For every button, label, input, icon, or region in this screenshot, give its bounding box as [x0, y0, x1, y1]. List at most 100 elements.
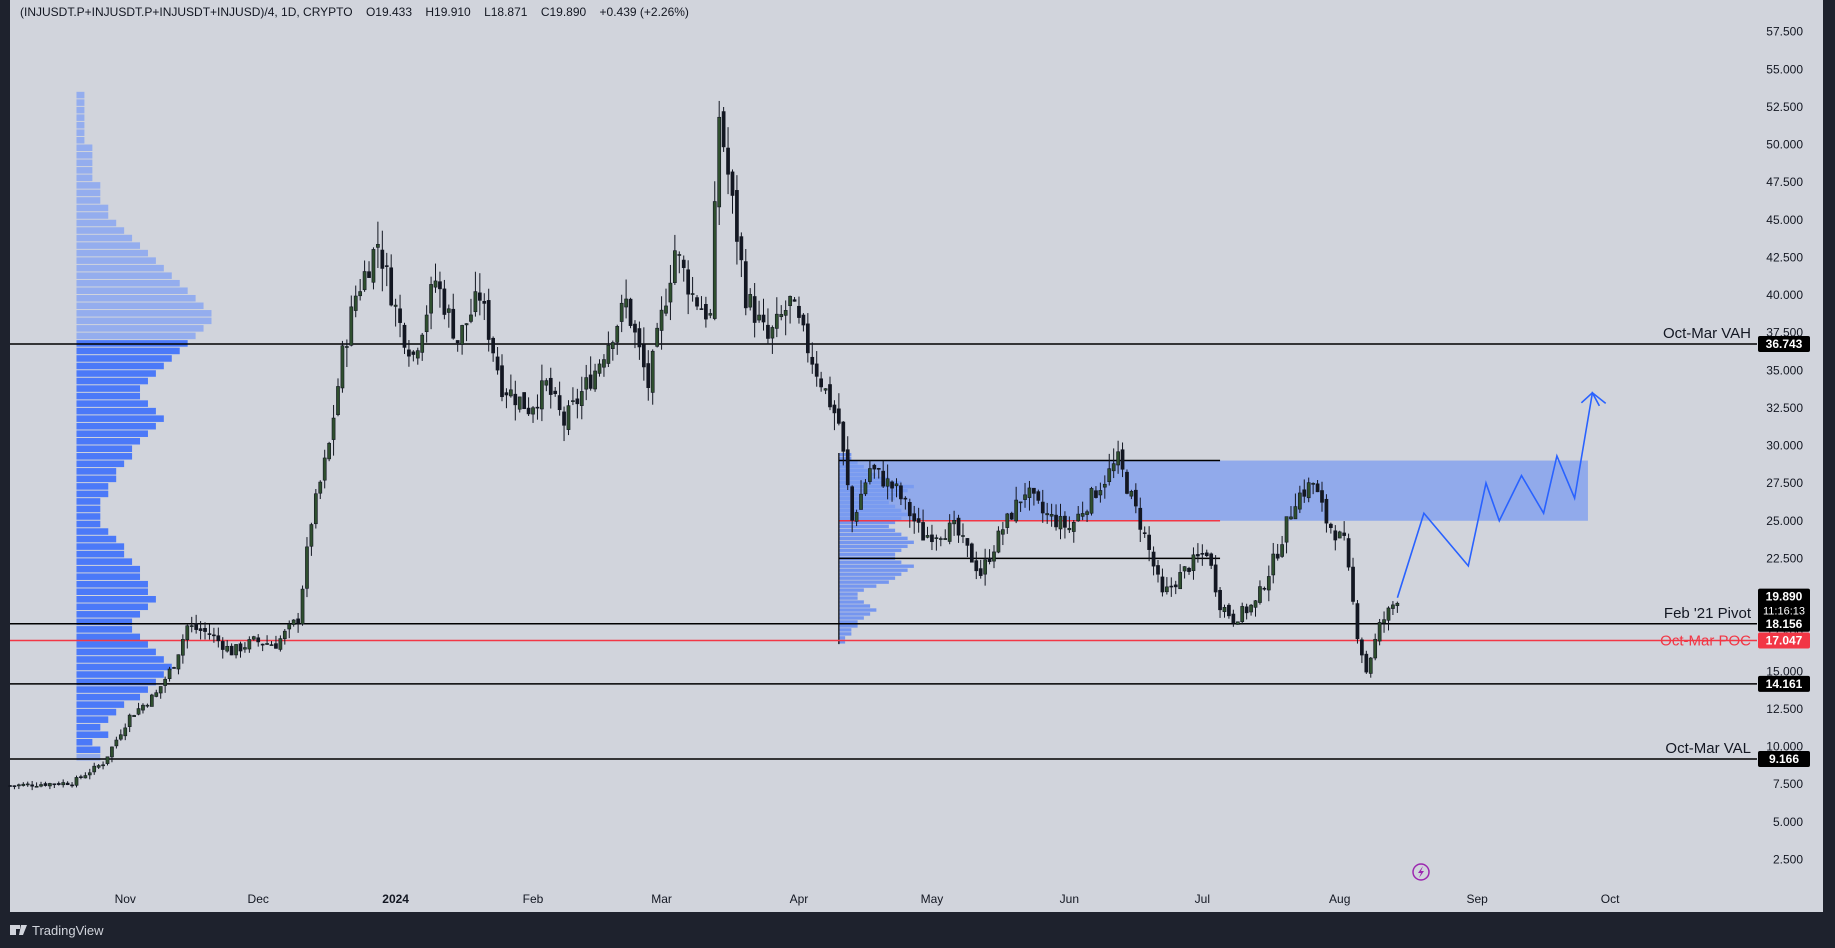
candle-body: [296, 618, 300, 624]
candle-body: [118, 734, 123, 740]
candle-body: [894, 483, 899, 487]
candle-body: [1032, 487, 1036, 494]
candle-body: [371, 249, 376, 283]
candle-body: [1249, 604, 1253, 613]
candle-body: [1311, 483, 1315, 485]
level-label: Oct-Mar VAL: [1665, 740, 1751, 757]
candle-body: [797, 305, 801, 318]
candle-body: [141, 704, 145, 711]
candle-body: [903, 497, 908, 500]
candle-body: [1173, 584, 1178, 588]
candle-body: [788, 295, 792, 307]
session-profile-bar: [838, 608, 877, 612]
symbol-label: (INJUSDT.P+INJUSDT.P+INJUSDT+INJUSD)/4, …: [20, 5, 353, 19]
price-tag: [1758, 615, 1810, 632]
candle-body: [624, 298, 628, 308]
candle-body: [331, 417, 336, 440]
volume-profile-bar: [76, 174, 93, 182]
candle-body: [207, 633, 212, 635]
tradingview-logo-icon[interactable]: [10, 925, 27, 935]
candle-body: [1063, 515, 1067, 528]
candle-body: [739, 236, 744, 261]
y-tick-label: 55.000: [1766, 62, 1803, 76]
candle-body: [615, 326, 620, 343]
lightning-bolt-icon[interactable]: [1412, 863, 1430, 881]
left-frame: [0, 0, 10, 912]
level-label: Oct-Mar VAH: [1663, 325, 1751, 342]
candle-body: [464, 323, 469, 326]
y-tick-label: 50.000: [1766, 138, 1803, 152]
volume-profile-bar: [76, 475, 117, 483]
y-tick-label: 5.000: [1773, 815, 1803, 829]
candle-body: [1320, 490, 1324, 503]
volume-profile-bar: [76, 234, 133, 242]
candle-body: [194, 623, 199, 630]
candle-body: [1054, 514, 1058, 528]
candle-body: [1027, 487, 1032, 498]
volume-profile-bar: [76, 422, 156, 430]
candle-body: [907, 502, 912, 517]
candle-body: [1222, 607, 1227, 613]
candle-body: [978, 568, 983, 576]
candle-body: [819, 378, 823, 388]
candle-body: [1156, 565, 1160, 575]
candle-body: [899, 485, 903, 500]
volume-profile-bar: [76, 505, 101, 513]
volume-profile-bar: [76, 325, 204, 332]
session-profile-bar: [838, 528, 896, 533]
candle-body: [814, 363, 819, 377]
candle-body: [1297, 492, 1302, 510]
candle-body: [650, 350, 655, 393]
candle-body: [859, 493, 863, 510]
volume-profile-bar: [76, 445, 133, 453]
candle-body: [70, 784, 74, 787]
candle-body: [185, 625, 190, 641]
volume-profile-bar: [76, 189, 101, 197]
candle-body: [1200, 553, 1205, 555]
candle-body: [87, 772, 92, 776]
volume-profile: [76, 91, 212, 761]
candle-body: [158, 686, 163, 694]
candle-body: [251, 636, 256, 640]
candle-body: [1306, 482, 1311, 499]
candle-body: [282, 630, 287, 639]
candle-body: [712, 201, 717, 319]
candle-body: [1315, 483, 1320, 493]
candle-body: [1058, 516, 1063, 530]
candle-body: [136, 708, 141, 715]
candle-body: [1364, 653, 1369, 673]
candle-body: [943, 538, 948, 540]
volume-profile-bar: [76, 272, 172, 279]
session-profile-bar: [838, 596, 858, 600]
candle-body: [176, 654, 181, 670]
candle-body: [389, 267, 394, 306]
candle-body: [482, 300, 487, 304]
candle-body: [1302, 489, 1307, 497]
candle-body: [841, 421, 846, 452]
session-profile-bar: [838, 568, 908, 572]
time-axis[interactable]: Nov Dec 2024 Feb Mar Apr May Jun Jul Aug Sep Oct: [115, 892, 1621, 906]
session-profile-bar: [838, 580, 889, 584]
volume-profile-bar: [76, 167, 93, 174]
volume-profile-bar: [76, 483, 109, 490]
price-axis[interactable]: 2.5005.0007.50010.00012.50015.00017.5002…: [1766, 25, 1803, 867]
candle-body: [1329, 523, 1333, 528]
candle-body: [145, 704, 150, 707]
candle-body: [885, 478, 890, 487]
candle-body: [553, 390, 558, 395]
candle-body: [336, 386, 340, 415]
volume-profile-bar: [76, 347, 180, 355]
session-profile-bar: [838, 616, 864, 620]
session-profile-bar: [838, 604, 871, 608]
candle-body: [588, 374, 593, 389]
candle-body: [1196, 554, 1200, 557]
candle-body: [1253, 600, 1258, 608]
candle-body: [473, 291, 478, 313]
candle-body: [992, 551, 996, 562]
volume-profile-bar: [76, 287, 188, 294]
x-tick-label: May: [921, 892, 944, 906]
candle-body: [358, 291, 363, 297]
candle-body: [770, 327, 775, 339]
volume-profile-bar: [76, 332, 196, 340]
